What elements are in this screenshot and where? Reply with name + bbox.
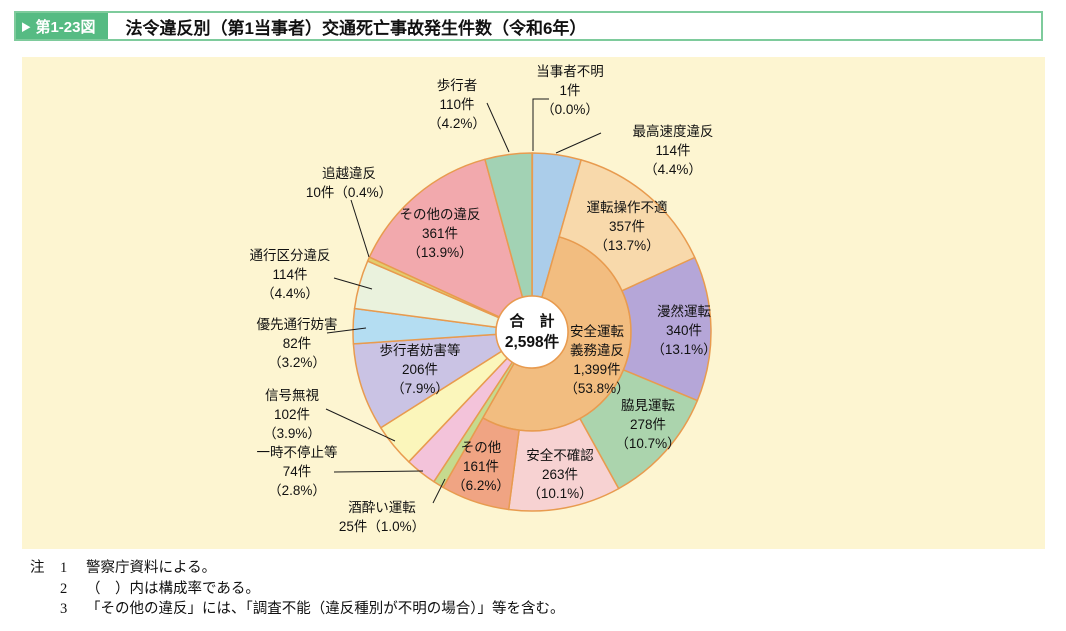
footnotes: 注 1 警察庁資料による。 2 （ ）内は構成率である。 3 「その他の違反」に… — [30, 558, 565, 620]
leader-line-tojisha-fumei — [532, 98, 549, 151]
arrow-right-icon: ▶ — [22, 19, 31, 34]
leader-line-ichiji — [333, 470, 424, 473]
pie-wedge-anzen-fukakunin — [507, 417, 620, 512]
pie-wedge-unten-sosa — [558, 159, 696, 292]
pie-center-hole — [495, 295, 569, 369]
figure-number: 第1-23図 — [35, 18, 96, 36]
leader-line-oikoshi — [350, 199, 370, 258]
figure-title-bar: ▶ 第1-23図 法令違反別（第1当事者）交通死亡事故発生件数（令和6年） — [14, 11, 1043, 41]
leader-line-saiko-sokudo — [555, 132, 602, 154]
figure-title: 法令違反別（第1当事者）交通死亡事故発生件数（令和6年） — [125, 18, 587, 38]
pie-wedge-manzen — [621, 256, 712, 402]
figure-number-badge: ▶ 第1-23図 — [16, 13, 108, 39]
footnote-2: 2 （ ）内は構成率である。 — [60, 580, 260, 597]
leader-line-sake — [432, 478, 446, 504]
leader-line-yusen — [326, 327, 367, 334]
footnote-1: 注 1 警察庁資料による。 — [30, 560, 217, 576]
leader-line-tsuko-kubun — [333, 277, 373, 290]
footnote-3: 3 「その他の違反」には、「調査不能（違反種別が不明の場合）」等を含む。 — [60, 601, 565, 617]
leader-line-shingo — [325, 408, 396, 442]
leader-line-hokosha — [486, 102, 510, 153]
